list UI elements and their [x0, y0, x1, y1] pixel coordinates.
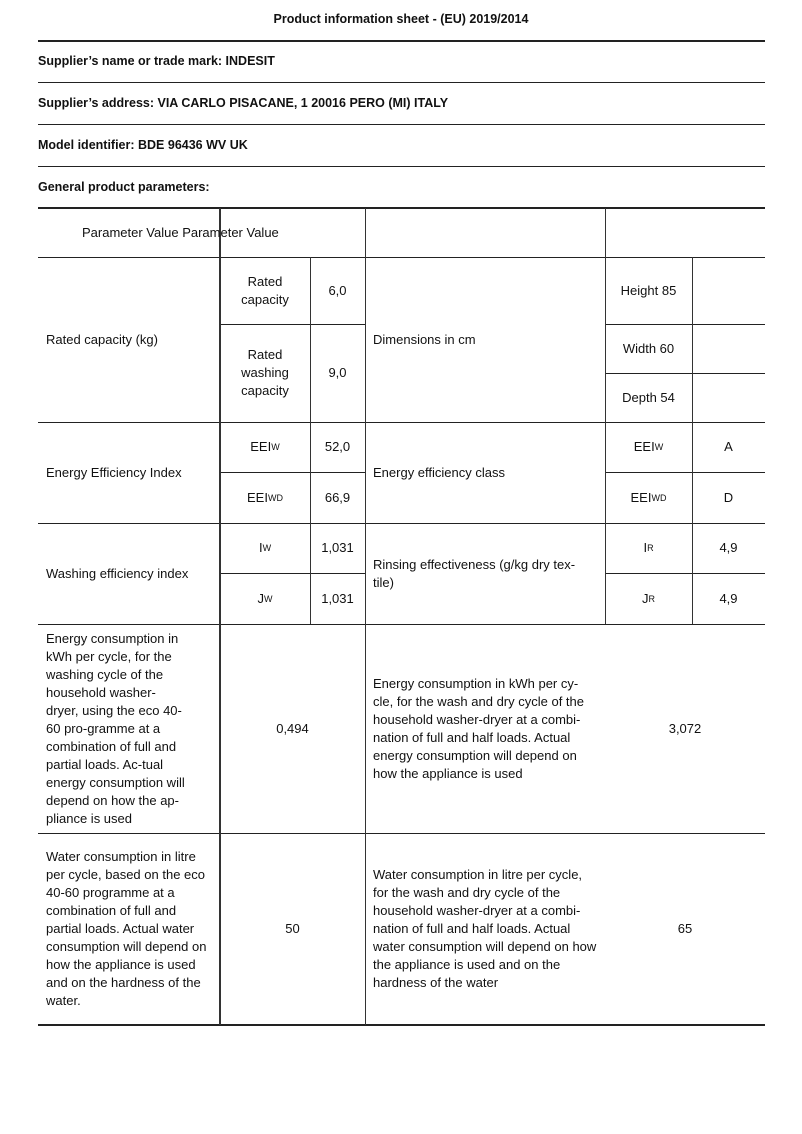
- iw-value: 1,031: [321, 540, 354, 555]
- col-line: [365, 208, 366, 1025]
- row-line: [220, 573, 365, 574]
- energy-wash-dry-label: Energy consumption in kWh per cy-cle, fo…: [373, 675, 584, 781]
- depth-value: Depth 54: [622, 389, 675, 405]
- class-w-symbol: EEI W: [633, 439, 664, 454]
- rated-capacity-label: Rated capacity (kg): [46, 331, 158, 347]
- supplier-name: Supplier’s name or trade mark: INDESIT: [38, 54, 275, 68]
- row-line: [38, 257, 765, 258]
- divider: [38, 40, 765, 42]
- jw-value: 1,031: [321, 590, 354, 606]
- eei-w-symbol: EEI W: [250, 439, 280, 454]
- row-line: [38, 624, 765, 625]
- ir-value: 4,9: [719, 540, 738, 555]
- row-line: [220, 472, 365, 473]
- col-line: [310, 257, 311, 624]
- water-wash-dry-label: Water consumption in litre per cycle, fo…: [373, 866, 597, 990]
- divider: [38, 124, 765, 125]
- energy-wash-dry-value: 3,072: [668, 720, 702, 736]
- eei-wd-value: 66,9: [324, 489, 351, 505]
- class-w-value: A: [724, 439, 733, 454]
- rated-capacity-sub: Rated capacity: [241, 273, 289, 307]
- col-line: [692, 257, 693, 624]
- water-washing-value: 50: [285, 920, 300, 936]
- dimensions-label: Dimensions in cm: [373, 331, 476, 347]
- model-identifier: Model identifier: BDE 96436 WV UK: [38, 138, 248, 152]
- col-line: [605, 208, 606, 624]
- eei-label: Energy Efficiency Index: [46, 464, 182, 480]
- row-line: [605, 573, 765, 574]
- row-line: [38, 833, 765, 834]
- energy-washing-value: 0,494: [276, 720, 309, 736]
- height-value: Height 85: [620, 282, 677, 298]
- table-border: [38, 207, 765, 209]
- rated-capacity-value: 6,0: [328, 282, 347, 298]
- row-line: [38, 422, 765, 423]
- table-header: Parameter Value Parameter Value: [82, 224, 279, 240]
- divider: [38, 82, 765, 83]
- row-line: [605, 373, 765, 374]
- rinsing-label: Rinsing effectiveness (g/kg dry tex-tile…: [373, 556, 576, 590]
- col-line: [219, 208, 221, 1025]
- row-line: [38, 523, 765, 524]
- rated-washing-capacity-value: 9,0: [328, 365, 347, 380]
- general-parameters-heading: General product parameters:: [38, 180, 210, 194]
- class-wd-symbol: EEI WD: [630, 489, 667, 505]
- width-value: Width 60: [622, 340, 675, 356]
- divider: [38, 166, 765, 167]
- rated-washing-capacity-sub: Rated washing capacity: [241, 347, 289, 398]
- row-line: [605, 324, 765, 325]
- water-wash-dry-value: 65: [677, 920, 693, 936]
- page-title: Product information sheet - (EU) 2019/20…: [273, 12, 529, 26]
- row-line: [605, 472, 765, 473]
- energy-washing-label: Energy consumption in kWh per cycle, for…: [46, 630, 185, 826]
- class-wd-value: D: [723, 489, 734, 505]
- eei-w-value: 52,0: [324, 439, 351, 454]
- washing-index-label: Washing efficiency index: [46, 565, 189, 581]
- row-line: [220, 324, 365, 325]
- supplier-address: Supplier’s address: VIA CARLO PISACANE, …: [38, 96, 449, 110]
- jr-value: 4,9: [719, 590, 738, 606]
- water-washing-label: Water consumption in litre per cycle, ba…: [46, 848, 207, 1008]
- eei-wd-symbol: EEI WD: [247, 489, 283, 505]
- table-border: [38, 1024, 765, 1026]
- energy-class-label: Energy efficiency class: [373, 464, 505, 480]
